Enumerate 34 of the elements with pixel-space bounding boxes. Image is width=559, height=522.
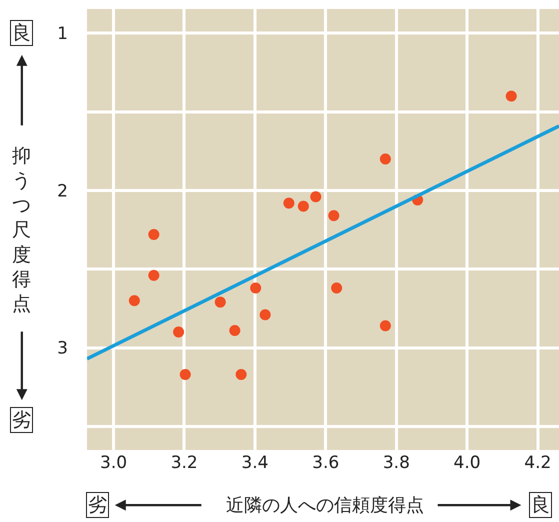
point [250, 282, 262, 294]
point [236, 369, 247, 380]
y-tick-label: 1 [57, 24, 68, 44]
x-tick-label: 4.0 [454, 453, 481, 473]
point [214, 296, 226, 308]
point [260, 309, 271, 320]
point [173, 326, 184, 338]
point [283, 198, 294, 209]
point [148, 229, 160, 240]
point [380, 154, 391, 165]
point [128, 295, 140, 306]
point [331, 282, 342, 294]
point [180, 369, 191, 380]
x-tick-label: 3.4 [241, 453, 268, 473]
x-tick-label: 3.6 [312, 453, 340, 473]
x-tick-label: 3.2 [170, 453, 198, 473]
y-tick-label: 2 [57, 181, 68, 202]
point [506, 90, 517, 102]
y-axis-title: 抑うつ尺度得点 [12, 145, 31, 316]
point [148, 270, 160, 281]
point [229, 324, 240, 336]
text: 良 [12, 22, 31, 44]
text: 劣 [88, 494, 107, 516]
text: 劣 [12, 409, 31, 431]
x-tick-label: 4.2 [524, 453, 552, 473]
y-tick-label: 3 [57, 338, 68, 359]
x-tick-label: 3.0 [100, 453, 128, 473]
point [310, 191, 322, 202]
point [328, 210, 340, 222]
point [380, 320, 391, 332]
x-axis-title: 近隣の人への信頼度得点 [226, 495, 424, 516]
text: 良 [531, 494, 550, 516]
point [298, 200, 309, 212]
x-tick-label: 3.8 [382, 453, 410, 473]
